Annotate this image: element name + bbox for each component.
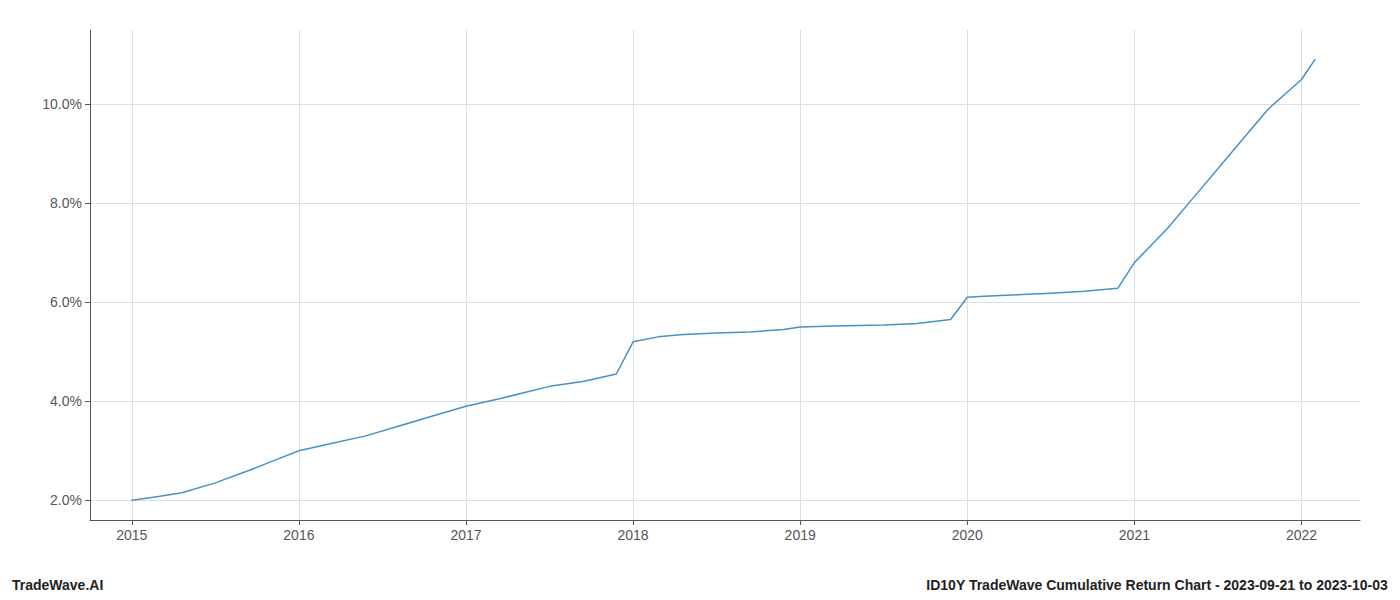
svg-text:2016: 2016 (283, 527, 314, 543)
svg-text:2020: 2020 (952, 527, 983, 543)
svg-text:2018: 2018 (618, 527, 649, 543)
svg-text:2019: 2019 (785, 527, 816, 543)
svg-text:6.0%: 6.0% (50, 294, 82, 310)
svg-text:TradeWave.AI: TradeWave.AI (12, 577, 103, 593)
svg-text:10.0%: 10.0% (42, 96, 82, 112)
svg-text:2017: 2017 (450, 527, 481, 543)
svg-text:2015: 2015 (116, 527, 147, 543)
svg-text:2.0%: 2.0% (50, 492, 82, 508)
svg-text:2021: 2021 (1119, 527, 1150, 543)
svg-text:2022: 2022 (1286, 527, 1317, 543)
svg-text:ID10Y TradeWave Cumulative Ret: ID10Y TradeWave Cumulative Return Chart … (926, 577, 1388, 593)
svg-text:4.0%: 4.0% (50, 393, 82, 409)
svg-text:8.0%: 8.0% (50, 195, 82, 211)
